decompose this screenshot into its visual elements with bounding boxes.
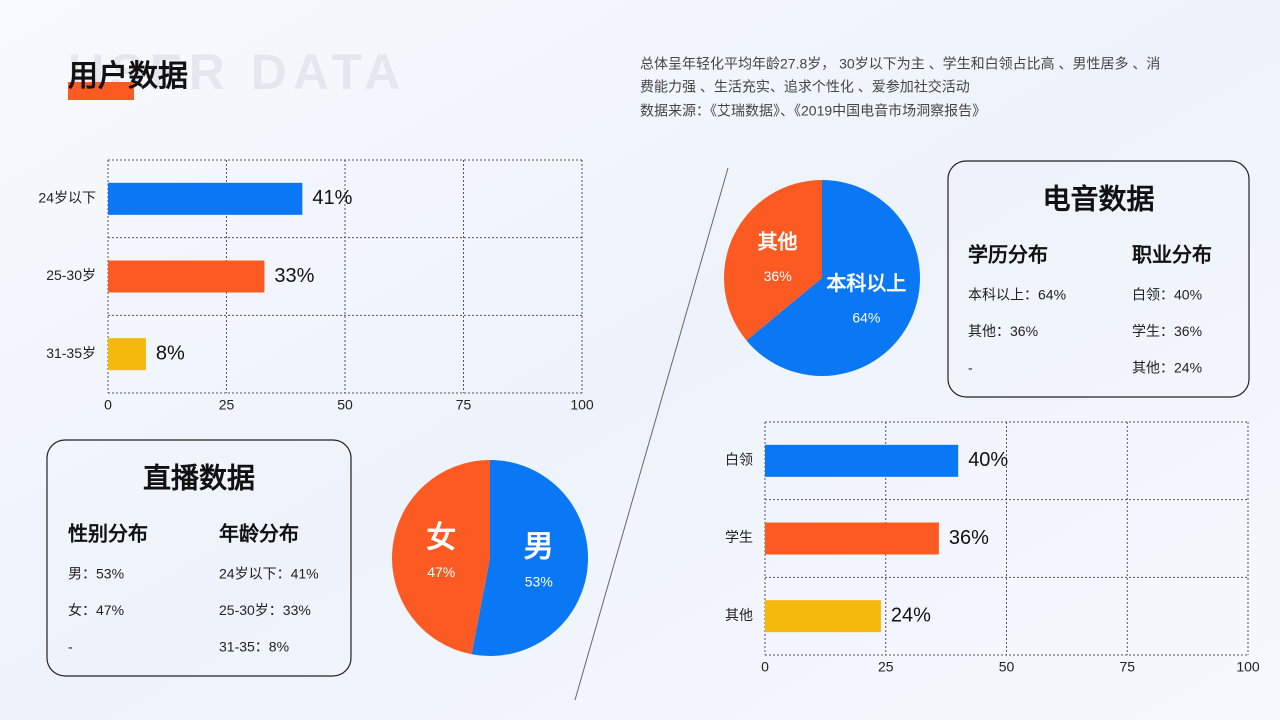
panel-box [947, 160, 1250, 398]
column-heading: 年龄分布 [219, 521, 299, 545]
x-tick-label: 0 [761, 659, 769, 675]
x-tick-label: 25 [219, 397, 235, 413]
column-item: 白领：40% [1132, 287, 1202, 303]
description: 总体呈年轻化平均年龄27.8岁， 30岁以下为主 、学生和白领占比高 、男性居多… [640, 56, 1160, 72]
slice-value: 53% [525, 573, 553, 589]
slice-value: 47% [427, 564, 455, 580]
bar [108, 338, 146, 371]
pie-slice [746, 180, 920, 376]
column-item: 24岁以下：41% [219, 566, 319, 582]
slice-label: 女 [426, 520, 456, 554]
pie-slice [391, 460, 490, 655]
slice-label: 本科以上 [826, 271, 906, 295]
y-tick-label: 学生 [725, 529, 753, 545]
slice-label: 男 [524, 531, 554, 564]
y-tick-label: 24岁以下 [38, 190, 96, 206]
x-tick-label: 50 [999, 659, 1015, 675]
column-item: 男：53% [68, 566, 124, 582]
x-tick-label: 75 [1119, 659, 1135, 675]
slice-value: 36% [764, 268, 792, 284]
x-tick-label: 100 [570, 397, 594, 413]
column-item: 本科以上：64% [968, 287, 1066, 303]
x-tick-label: 50 [337, 397, 353, 413]
panel-title: 电音数据 [1042, 182, 1154, 214]
x-tick-label: 100 [1236, 659, 1260, 675]
column-item: - [968, 360, 973, 376]
bar [765, 600, 881, 633]
column-item: 其他：36% [968, 323, 1038, 339]
bar [765, 444, 959, 477]
x-tick-label: 25 [878, 659, 894, 675]
column-heading: 学历分布 [968, 242, 1048, 266]
x-tick-label: 0 [104, 397, 112, 413]
column-item: 31-35：8% [219, 639, 289, 655]
bar [108, 260, 265, 293]
value-label: 36% [949, 527, 989, 549]
panel-title: 直播数据 [143, 462, 255, 493]
value-label: 41% [312, 187, 352, 209]
y-tick-label: 25-30岁 [46, 267, 96, 283]
pie-slice [723, 180, 822, 341]
description: 费能力强 、生活充实、追求个性化 、爱参加社交活动 [640, 79, 970, 95]
column-item: 其他：24% [1132, 360, 1202, 376]
description: 数据来源：《艾瑞数据》、《2019中国电音市场洞察报告》 [640, 103, 986, 119]
column-item: 25-30岁：33% [219, 602, 311, 618]
value-label: 24% [891, 604, 931, 626]
value-label: 40% [968, 449, 1008, 471]
y-tick-label: 白领 [725, 452, 753, 468]
y-tick-label: 31-35岁 [46, 345, 96, 361]
x-tick-label: 75 [456, 397, 472, 413]
bar [765, 522, 939, 555]
slice-value: 64% [852, 310, 880, 326]
column-item: - [68, 639, 73, 655]
slice-label: 其他 [758, 229, 798, 253]
bar [108, 182, 303, 215]
column-heading: 职业分布 [1132, 242, 1212, 266]
value-label: 8% [156, 342, 185, 364]
value-label: 33% [274, 265, 314, 287]
column-heading: 性别分布 [68, 521, 148, 545]
divider [574, 167, 729, 701]
column-item: 学生：36% [1132, 323, 1202, 339]
page-title: 用户数据 [68, 60, 188, 93]
column-item: 女：47% [68, 602, 124, 618]
y-tick-label: 其他 [725, 607, 753, 623]
title-accent [68, 82, 134, 100]
pie-slice [471, 460, 588, 656]
panel-box [46, 439, 352, 677]
